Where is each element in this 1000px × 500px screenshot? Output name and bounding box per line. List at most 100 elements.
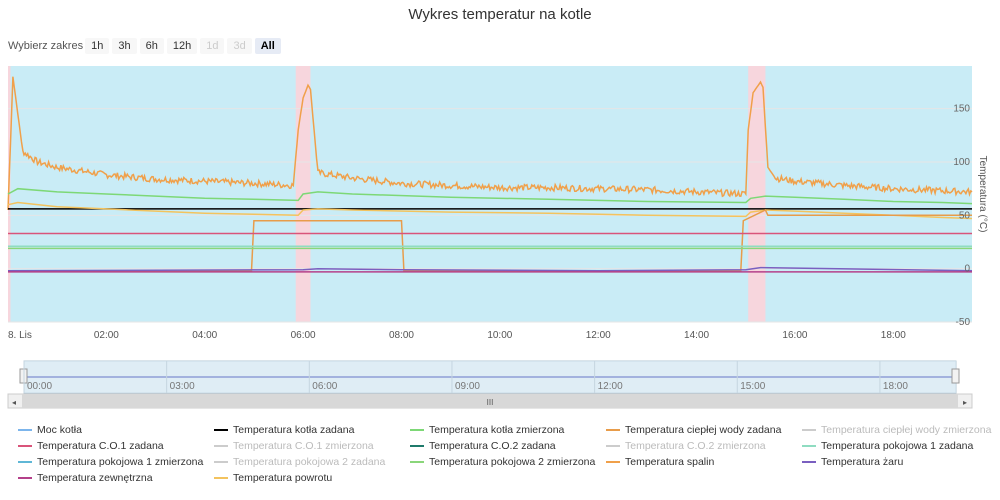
navigator-tick-label: 06:00 — [312, 381, 337, 392]
legend-label: Temperatura powrotu — [233, 472, 333, 484]
legend-label: Moc kotła — [37, 424, 82, 436]
range-button-12h[interactable]: 12h — [166, 38, 198, 54]
navigator-tick-label: 09:00 — [455, 381, 480, 392]
legend-label: Temperatura C.O.1 zadana — [37, 440, 164, 452]
legend-item[interactable]: Temperatura kotła zmierzona — [410, 424, 564, 436]
navigator-tick-label: 12:00 — [598, 381, 623, 392]
navigator-tick-label: 15:00 — [740, 381, 765, 392]
plot-band-2 — [748, 66, 766, 322]
x-tick-label: 12:00 — [586, 330, 611, 341]
legend-swatch — [802, 461, 816, 463]
plot-area[interactable] — [8, 66, 972, 322]
legend-swatch — [606, 429, 620, 431]
scroll-right-arrow-icon[interactable]: ▸ — [963, 398, 967, 407]
legend-swatch — [606, 445, 620, 447]
navigator-tick-label: 18:00 — [883, 381, 908, 392]
chart-canvas: 8. Lis 02:00 04:00 06:00 08:00 10:00 12:00 14:0… — [7, 66, 988, 409]
legend-swatch — [18, 445, 32, 447]
navigator-right-handle[interactable] — [951, 368, 960, 384]
legend-swatch — [214, 461, 228, 463]
range-selector-label: Wybierz zakres — [8, 40, 84, 52]
y-tick-label: 150 — [953, 104, 970, 115]
legend-label: Temperatura C.O.1 zmierzona — [233, 440, 374, 452]
y-tick-label: 0 — [964, 264, 970, 275]
legend-item[interactable]: Temperatura pokojowa 2 zadana — [214, 456, 385, 468]
x-axis: 8. Lis 02:00 04:00 06:00 08:00 10:00 12:00 14:0… — [8, 330, 906, 341]
legend-item[interactable]: Temperatura ciepłej wody zadana — [606, 424, 781, 436]
x-tick-label: 10:00 — [487, 330, 512, 341]
legend-item[interactable]: Temperatura pokojowa 1 zadana — [802, 440, 973, 452]
legend-item[interactable]: Moc kotła — [18, 424, 82, 436]
x-tick-label: 08:00 — [389, 330, 414, 341]
legend-label: Temperatura C.O.2 zadana — [429, 440, 556, 452]
series-layer — [7, 76, 973, 273]
navigator-ticks: 00:00 03:00 06:00 09:00 12:00 15:00 18:00 — [23, 361, 908, 393]
legend-label: Temperatura pokojowa 2 zadana — [233, 456, 386, 468]
series-line-temperatura-kot-a-zmierzona[interactable] — [7, 187, 973, 205]
y-tick-label: 100 — [953, 157, 970, 168]
legend-label: Temperatura kotła zmierzona — [429, 424, 565, 436]
legend-label: Temperatura zewnętrzna — [37, 472, 153, 484]
legend-label: Temperatura ciepłej wody zmierzona — [821, 424, 992, 436]
legend-item[interactable]: Temperatura C.O.1 zadana — [18, 440, 164, 452]
y-tick-label: -50 — [956, 317, 971, 328]
legend-swatch — [214, 477, 228, 479]
x-tick-label: 06:00 — [291, 330, 316, 341]
legend-item[interactable]: Temperatura zewnętrzna — [18, 472, 153, 484]
legend-swatch — [18, 461, 32, 463]
range-button-3h[interactable]: 3h — [112, 38, 137, 54]
x-tick-label: 18:00 — [881, 330, 906, 341]
legend-item[interactable]: Temperatura ciepłej wody zmierzona — [802, 424, 991, 436]
navigator-tick-label: 03:00 — [170, 381, 195, 392]
x-tick-label: 04:00 — [192, 330, 217, 341]
legend-item[interactable]: Temperatura kotła zadana — [214, 424, 354, 436]
range-button-all[interactable]: All — [254, 38, 281, 54]
scrollbar-grip: III — [487, 398, 494, 407]
legend-label: Temperatura kotła zadana — [233, 424, 355, 436]
series-line-temperatura-spalin[interactable] — [7, 76, 973, 211]
legend-swatch — [802, 429, 816, 431]
legend-label: Temperatura żaru — [821, 456, 904, 468]
legend-item[interactable]: Temperatura spalin — [606, 456, 714, 468]
legend-label: Temperatura ciepłej wody zadana — [625, 424, 782, 436]
legend-item[interactable]: Temperatura C.O.1 zmierzona — [214, 440, 374, 452]
legend-label: Temperatura pokojowa 2 zmierzona — [429, 456, 596, 468]
legend-swatch — [18, 429, 32, 431]
x-tick-label: 14:00 — [684, 330, 709, 341]
scroll-left-arrow-icon[interactable]: ◂ — [12, 398, 16, 407]
range-button-1h[interactable]: 1h — [85, 38, 110, 54]
x-tick-label: 8. Lis — [8, 330, 32, 341]
legend-label: Temperatura pokojowa 1 zmierzona — [37, 456, 204, 468]
chart-title: Wykres temperatur na kotle — [408, 6, 592, 23]
navigator-tick-label: 00:00 — [27, 381, 52, 392]
range-button-3d: 3d — [227, 38, 252, 54]
scrollbar-thumb[interactable] — [22, 394, 958, 408]
x-tick-label: 02:00 — [94, 330, 119, 341]
legend-swatch — [410, 445, 424, 447]
legend-swatch — [410, 429, 424, 431]
range-button-1d: 1d — [200, 38, 225, 54]
legend-label: Temperatura C.O.2 zmierzona — [625, 440, 766, 452]
x-tick-label: 16:00 — [782, 330, 807, 341]
range-selector: Wybierz zakres 1h 3h 6h 12h 1d 3d All — [8, 37, 284, 55]
legend-item[interactable]: Temperatura C.O.2 zmierzona — [606, 440, 766, 452]
legend-item[interactable]: Temperatura pokojowa 2 zmierzona — [410, 456, 595, 468]
y-axis-title: Temperatura (°C) — [977, 156, 988, 233]
legend-swatch — [802, 445, 816, 447]
range-button-6h[interactable]: 6h — [139, 38, 164, 54]
series-line-temperatura-aru[interactable] — [7, 266, 973, 272]
legend-swatch — [214, 445, 228, 447]
y-axis: -50 0 50 100 150 — [953, 104, 970, 328]
series-line-temperatura-powrotu[interactable] — [7, 201, 973, 220]
legend-item[interactable]: Temperatura pokojowa 1 zmierzona — [18, 456, 203, 468]
legend-item[interactable]: Temperatura C.O.2 zadana — [410, 440, 556, 452]
legend-swatch — [606, 461, 620, 463]
legend-item[interactable]: Temperatura powrotu — [214, 472, 332, 484]
legend-item[interactable]: Temperatura żaru — [802, 456, 903, 468]
legend-label: Temperatura spalin — [625, 456, 715, 468]
y-tick-label: 50 — [959, 210, 971, 221]
legend-swatch — [18, 477, 32, 479]
legend-swatch — [214, 429, 228, 431]
legend-swatch — [410, 461, 424, 463]
legend-label: Temperatura pokojowa 1 zadana — [821, 440, 974, 452]
